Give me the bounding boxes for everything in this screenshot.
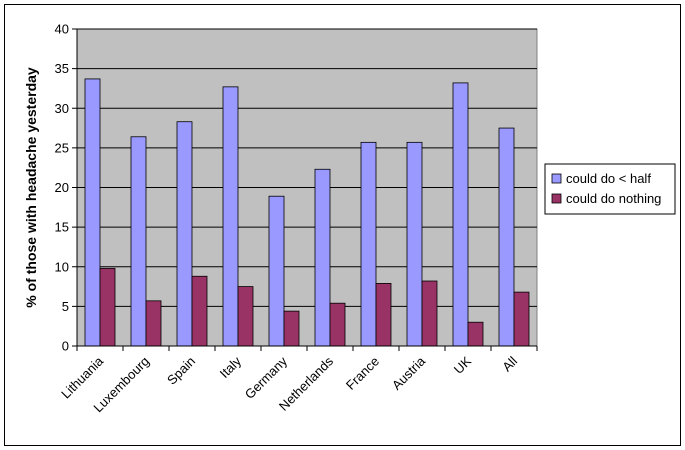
x-tick-label-lithuania: Lithuania — [58, 353, 106, 401]
y-tick-label: 5 — [62, 299, 69, 314]
bar-germany-could-do-nothing — [283, 310, 300, 347]
bar-lithuania-could-do-less-than-half — [84, 78, 101, 347]
y-tick-label: 20 — [55, 180, 69, 195]
bar-france-could-do-less-than-half — [360, 141, 377, 347]
legend-swatch-could-do-less-than-half — [551, 173, 562, 184]
y-tick-labels: 0 5 10 15 20 25 30 35 40 — [55, 22, 69, 354]
x-tick-label-all: All — [499, 353, 520, 374]
bar-netherlands-could-do-less-than-half — [314, 168, 331, 347]
legend-label-could-do-less-than-half: could do < half — [566, 171, 651, 186]
legend: could do < half could do nothing — [544, 163, 676, 215]
x-tick-label-france: France — [343, 354, 382, 393]
bar-france-could-do-nothing — [375, 282, 392, 347]
bars — [84, 78, 530, 347]
bar-italy-could-do-nothing — [237, 286, 254, 347]
x-tick-label-spain: Spain — [164, 354, 198, 388]
axes — [72, 28, 538, 351]
bar-uk-could-do-less-than-half — [452, 82, 469, 347]
legend-box — [544, 163, 676, 215]
bar-all-could-do-less-than-half — [498, 127, 515, 347]
x-tick-label-uk: UK — [451, 353, 475, 377]
bar-austria-could-do-less-than-half — [406, 141, 423, 347]
y-tick-label: 0 — [62, 339, 69, 354]
y-tick-label: 10 — [55, 259, 69, 274]
bar-netherlands-could-do-nothing — [329, 302, 346, 347]
legend-label-could-do-nothing: could do nothing — [566, 191, 661, 206]
bar-luxembourg-could-do-nothing — [145, 300, 162, 347]
y-tick-label: 30 — [55, 101, 69, 116]
bar-all-could-do-nothing — [513, 291, 530, 347]
bar-germany-could-do-less-than-half — [268, 195, 285, 347]
bar-luxembourg-could-do-less-than-half — [130, 136, 147, 347]
bar-spain-could-do-less-than-half — [176, 121, 193, 347]
y-axis-label: % of those with headache yesterday — [23, 67, 39, 308]
y-tick-label: 40 — [55, 22, 69, 37]
x-tick-label-austria: Austria — [389, 353, 429, 393]
x-tick-label-italy: Italy — [217, 353, 245, 381]
y-tick-label: 25 — [55, 140, 69, 155]
bar-italy-could-do-less-than-half — [222, 86, 239, 347]
bar-uk-could-do-nothing — [467, 321, 484, 347]
legend-swatch-could-do-nothing — [551, 193, 562, 204]
bar-spain-could-do-nothing — [191, 275, 208, 347]
y-tick-label: 15 — [55, 220, 69, 235]
bar-austria-could-do-nothing — [421, 280, 438, 347]
y-tick-label: 35 — [55, 61, 69, 76]
bar-lithuania-could-do-nothing — [99, 267, 116, 347]
